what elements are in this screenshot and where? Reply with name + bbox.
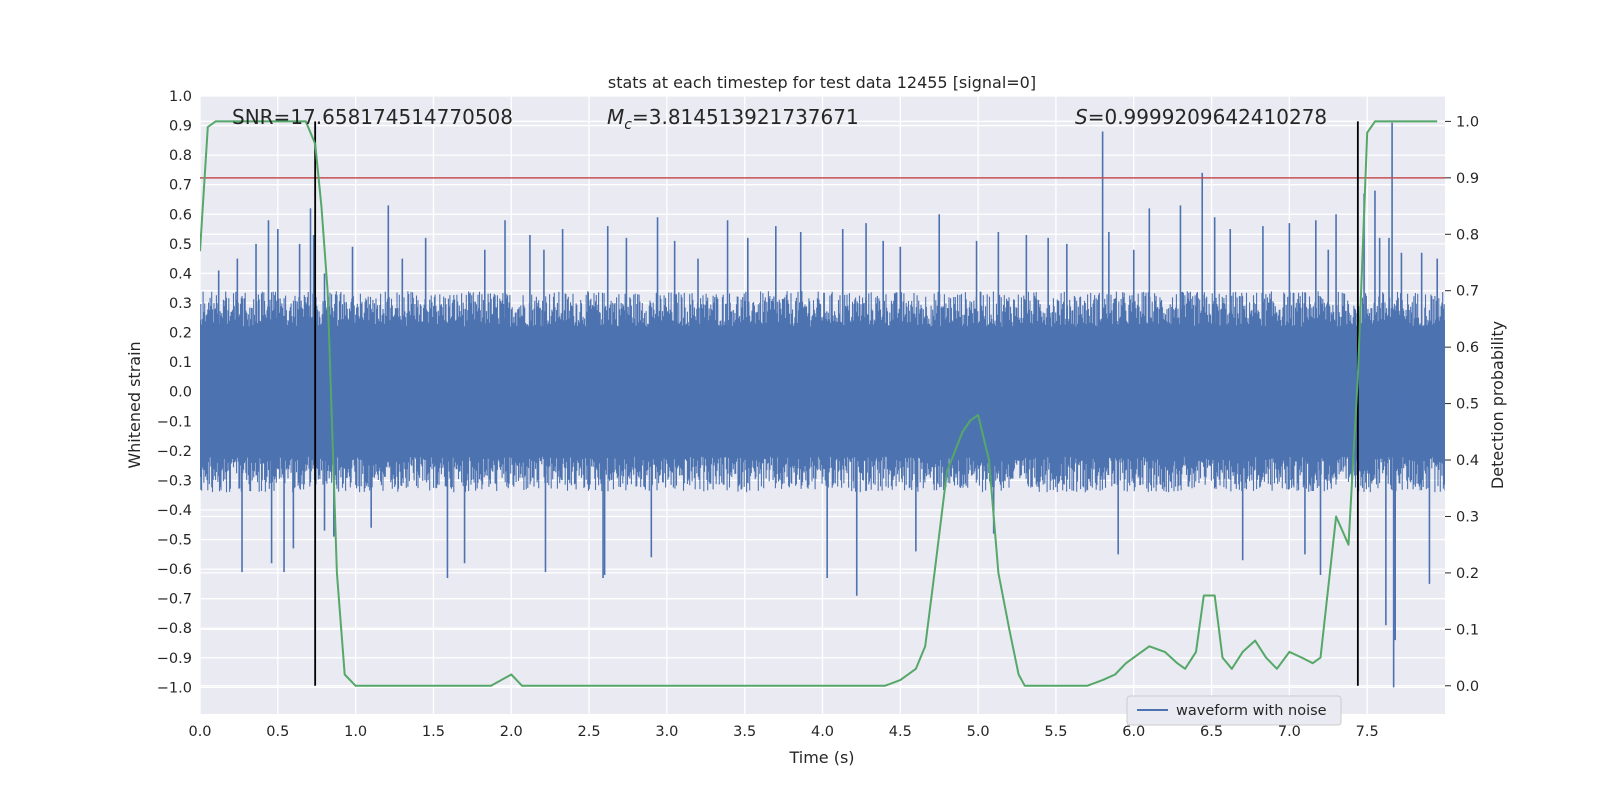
y2-tick-label: 0.8 [1456, 227, 1479, 243]
x-tick-label: 4.0 [811, 724, 834, 740]
y2-tick-label: 0.6 [1456, 340, 1479, 356]
y2-tick-label: 1.0 [1456, 114, 1479, 130]
y2-tick-label: 0.1 [1456, 622, 1479, 638]
x-tick-label: 3.0 [655, 724, 678, 740]
y2-tick-label: 0.2 [1456, 566, 1479, 582]
y-tick-label: 0.9 [169, 119, 192, 135]
y-tick-label: 0.3 [169, 296, 192, 312]
y-tick-label: 1.0 [169, 89, 192, 105]
x-tick-label: 5.5 [1044, 724, 1067, 740]
y-tick-label: −0.5 [157, 533, 192, 549]
y-tick-label: −0.9 [157, 651, 192, 667]
waveform-series [200, 122, 1445, 688]
y-tick-label: 0.8 [169, 148, 192, 164]
y-tick-label: 0.1 [169, 355, 192, 371]
x-tick-label: 0.0 [188, 724, 211, 740]
y2-tick-label: 0.3 [1456, 509, 1479, 525]
x-tick-label: 3.5 [733, 724, 756, 740]
y-tick-label: −0.2 [157, 444, 192, 460]
legend-box [1126, 695, 1342, 726]
x-tick-label: 0.5 [266, 724, 289, 740]
x-axis-ticks: 0.0 0.5 1.0 1.5 2.0 2.5 3.0 3.5 4.0 4.5 5.0 5.5 6.0 6… [188, 724, 1378, 740]
y-axis-ticks: 1.0 0.9 0.8 0.7 0.6 0.5 0.4 0.3 0.2 0.1 0.0 −0.1 −0.… [157, 89, 192, 696]
y-tick-label: −0.6 [157, 562, 192, 578]
x-tick-label: 5.0 [967, 724, 990, 740]
y-tick-label: −0.7 [157, 592, 192, 608]
y-tick-label: 0.0 [169, 385, 192, 401]
y-tick-label: 0.4 [169, 266, 192, 282]
legend: waveform with noise [1126, 695, 1342, 726]
y2-tick-label: 0.4 [1456, 453, 1479, 469]
score-annotation: S=0.9999209642410278 [1075, 105, 1327, 129]
detection-probability-line [200, 120, 1438, 687]
y-tick-label: −0.8 [157, 621, 192, 637]
y-axis-label: Whitened strain [125, 341, 144, 468]
y-tick-label: 0.7 [169, 178, 192, 194]
x-tick-label: 6.5 [1200, 724, 1223, 740]
y2-tick-label: 0.7 [1456, 284, 1479, 300]
y-tick-label: 0.6 [169, 207, 192, 223]
x-tick-label: 7.0 [1278, 724, 1301, 740]
y2-axis-ticks: 0.0 0.1 0.2 0.3 0.4 0.5 0.6 0.7 0.8 0.9 1.0 [1445, 114, 1479, 695]
snr-annotation: SNR=17.658174514770508 [232, 105, 513, 129]
x-tick-label: 4.5 [889, 724, 912, 740]
x-tick-label: 7.5 [1356, 724, 1379, 740]
y2-tick-label: 0.0 [1456, 679, 1479, 695]
x-tick-label: 1.5 [422, 724, 445, 740]
waveform-noise-band [200, 291, 1445, 493]
y2-tick-label: 0.9 [1456, 171, 1479, 187]
x-tick-label: 1.0 [344, 724, 367, 740]
y-tick-label: −0.3 [157, 473, 192, 489]
y2-axis-label: Detection probability [1488, 321, 1507, 489]
x-axis-label: Time (s) [788, 748, 854, 767]
y-tick-label: 0.5 [169, 237, 192, 253]
y2-tick-label: 0.5 [1456, 397, 1479, 413]
legend-label: waveform with noise [1176, 703, 1327, 719]
overlays [200, 120, 1445, 687]
x-tick-label: 2.5 [578, 724, 601, 740]
chirp-mass-annotation: Mc=3.814513921737671 [607, 105, 859, 133]
y-tick-label: −1.0 [157, 680, 192, 696]
y-tick-label: −0.1 [157, 414, 192, 430]
chart-title: stats at each timestep for test data 124… [608, 73, 1036, 92]
y-tick-label: −0.4 [157, 503, 192, 519]
y-tick-label: 0.2 [169, 326, 192, 342]
x-tick-label: 6.0 [1122, 724, 1145, 740]
x-tick-label: 2.0 [500, 724, 523, 740]
